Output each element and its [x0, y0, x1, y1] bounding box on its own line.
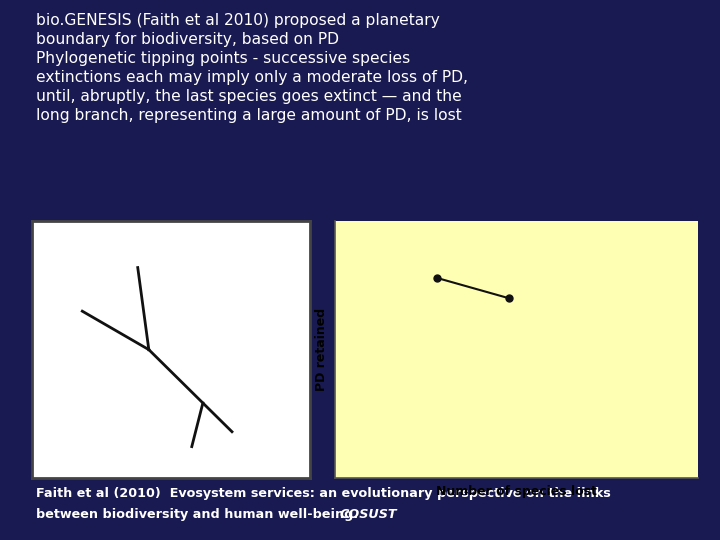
X-axis label: Number of species lost: Number of species lost [436, 485, 597, 498]
Text: between biodiversity and human well-being.: between biodiversity and human well-bein… [36, 508, 363, 521]
Y-axis label: PD retained: PD retained [315, 308, 328, 391]
Text: bio.GENESIS (Faith et al 2010) proposed a planetary
boundary for biodiversity, b: bio.GENESIS (Faith et al 2010) proposed … [36, 14, 468, 123]
Text: Faith et al (2010)  Evosystem services: an evolutionary perspective on the links: Faith et al (2010) Evosystem services: a… [36, 487, 611, 500]
Text: COSUST: COSUST [339, 508, 397, 521]
